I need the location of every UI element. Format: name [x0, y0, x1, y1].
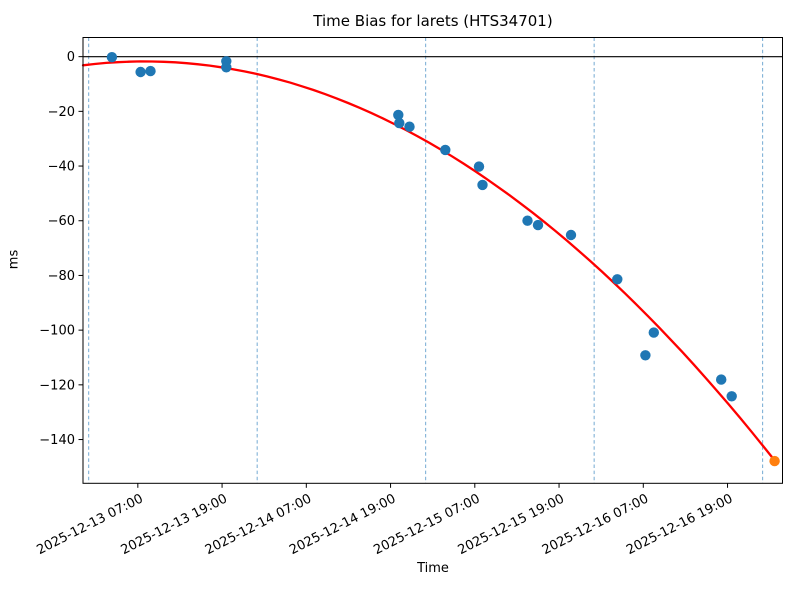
data-point	[640, 350, 651, 361]
data-point	[522, 215, 533, 226]
fit-curve	[81, 60, 776, 462]
data-point	[394, 117, 405, 129]
y-tick-label: −140	[39, 433, 75, 448]
data-point	[473, 161, 485, 172]
data-point	[477, 179, 488, 191]
data-point	[716, 374, 727, 385]
chart-title: Time Bias for larets (HTS34701)	[313, 12, 553, 30]
data-point	[440, 144, 451, 156]
data-point	[145, 65, 156, 77]
y-tick-label: −100	[39, 324, 75, 339]
data-point	[135, 66, 146, 78]
y-tick-label: 0	[67, 50, 75, 65]
y-tick-label: −120	[39, 378, 75, 393]
y-tick-label: −60	[48, 214, 75, 229]
data-point	[612, 274, 623, 285]
x-axis-label: Time	[417, 561, 449, 576]
y-tick-label: −80	[48, 269, 75, 284]
data-point	[393, 109, 404, 121]
data-point	[106, 52, 118, 63]
data-point	[726, 391, 737, 402]
y-tick-label: −40	[48, 160, 75, 175]
data-point	[221, 62, 232, 73]
data-point	[404, 121, 415, 132]
prediction-point	[769, 455, 780, 467]
data-point	[532, 219, 544, 231]
axes-spines	[82, 37, 783, 484]
data-point	[565, 229, 577, 241]
y-axis-label: ms	[6, 249, 22, 270]
y-tick-label: −20	[48, 105, 75, 120]
data-point	[648, 327, 659, 338]
